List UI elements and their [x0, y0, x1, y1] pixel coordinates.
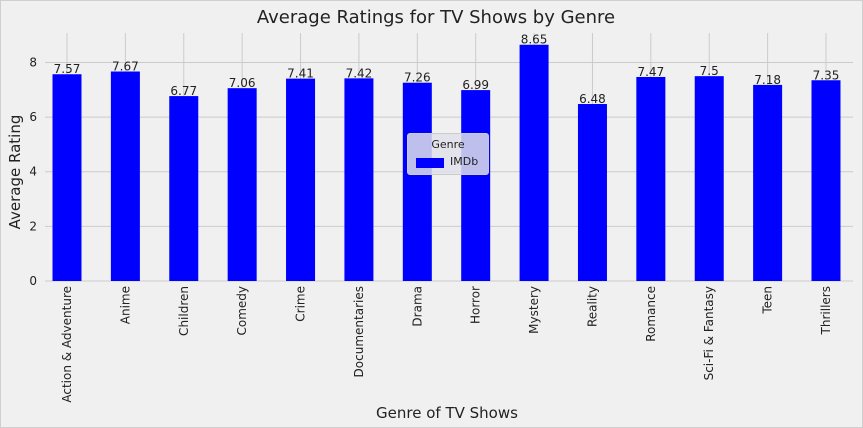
legend: Genre IMDb [407, 133, 489, 175]
x-tick-label: Teen [761, 286, 775, 315]
x-tick-labels: Action & Adventure Anime Children Comedy Cri… [60, 286, 833, 403]
x-tick-label: Drama [410, 286, 424, 327]
y-tick-label: 2 [29, 219, 37, 233]
x-tick-label: Crime [294, 286, 308, 322]
bar-value-label: 7.06 [229, 76, 256, 90]
x-tick-label: Romance [644, 286, 658, 342]
bar [402, 82, 432, 281]
y-tick-label: 6 [29, 110, 37, 124]
bar-value-label: 7.41 [287, 67, 314, 81]
bar-value-label: 7.26 [404, 71, 431, 85]
bar [519, 44, 549, 281]
bar [227, 88, 257, 281]
legend-swatch-imdb [416, 158, 444, 168]
x-axis-label: Genre of TV Shows [376, 404, 518, 422]
y-tick-label: 4 [29, 165, 37, 179]
legend-label-imdb: IMDb [450, 155, 479, 168]
bar-value-label: 6.77 [170, 84, 197, 98]
y-axis-label: Average Rating [6, 115, 24, 230]
x-tick-label: Reality [585, 286, 599, 327]
bar [694, 76, 724, 282]
bar [753, 84, 783, 281]
x-tick-label: Action & Adventure [60, 286, 74, 403]
x-tick-label: Children [177, 286, 191, 336]
bar [52, 74, 82, 281]
bar-value-label: 7.5 [700, 64, 719, 78]
x-tick-label: Mystery [527, 286, 541, 334]
bar-value-label: 8.65 [521, 33, 548, 47]
bar-value-labels: 7.57 7.67 6.77 7.06 7.41 7.42 7.26 6.99 8.65 6.48… [54, 33, 840, 106]
bar-value-label: 7.67 [112, 60, 139, 74]
bar [461, 90, 491, 281]
bar [110, 71, 140, 281]
bar-value-label: 6.48 [579, 92, 606, 106]
bar-value-label: 7.42 [346, 66, 373, 80]
bar [344, 78, 374, 282]
x-tick-label: Comedy [235, 286, 249, 336]
chart-title: Average Ratings for TV Shows by Genre [257, 7, 615, 28]
bar [286, 78, 316, 281]
x-tick-label: Anime [118, 286, 132, 324]
x-tick-label: Documentaries [352, 286, 366, 377]
bar [169, 96, 199, 281]
bars [52, 44, 841, 282]
bar-value-label: 7.18 [754, 73, 781, 87]
legend-title: Genre [431, 138, 465, 151]
y-tick-label: 8 [29, 55, 37, 69]
bar [636, 76, 666, 281]
bar [577, 104, 607, 281]
bar-value-label: 7.57 [54, 62, 81, 76]
x-tick-label: Horror [469, 286, 483, 324]
y-tick-label: 0 [29, 274, 37, 288]
bar [811, 80, 841, 281]
x-tick-label: Thrillers [819, 286, 833, 335]
bar-value-label: 7.35 [813, 68, 840, 82]
x-tick-label: Sci-Fi & Fantasy [702, 286, 716, 380]
y-tick-labels: 0 2 4 6 8 [29, 55, 37, 288]
bar-value-label: 6.99 [462, 78, 489, 92]
bar-value-label: 7.47 [637, 65, 664, 79]
